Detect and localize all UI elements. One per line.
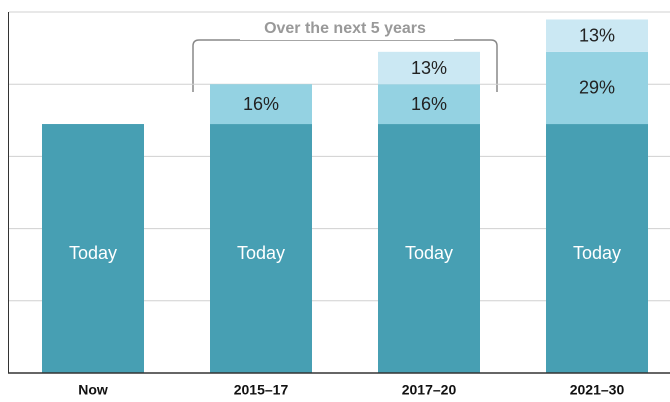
value-label: 16% [411, 94, 447, 114]
value-label: 13% [411, 58, 447, 78]
x-tick-label: Now [78, 382, 108, 398]
value-label: 29% [579, 78, 615, 98]
x-tick-label: 2017–20 [402, 382, 457, 398]
value-label: Today [573, 243, 621, 263]
value-label: Today [69, 243, 117, 263]
bar-segment [546, 51, 648, 125]
value-label: 16% [243, 94, 279, 114]
bar-segment [378, 124, 480, 373]
annotation-bg [240, 18, 454, 40]
bar-segment [378, 51, 480, 85]
bar-segment [210, 84, 312, 125]
x-tick-label: 2015–17 [234, 382, 289, 398]
value-label: Today [405, 243, 453, 263]
bar-segment [546, 124, 648, 373]
x-tick-label: 2021–30 [570, 382, 625, 398]
value-label: 13% [579, 25, 615, 45]
annotation: Over the next 5 years [264, 20, 426, 37]
bar-segment [378, 84, 480, 125]
value-label: Today [237, 243, 285, 263]
bar-segment [546, 19, 648, 52]
bar-segment [42, 124, 144, 373]
bar-segment [210, 124, 312, 373]
